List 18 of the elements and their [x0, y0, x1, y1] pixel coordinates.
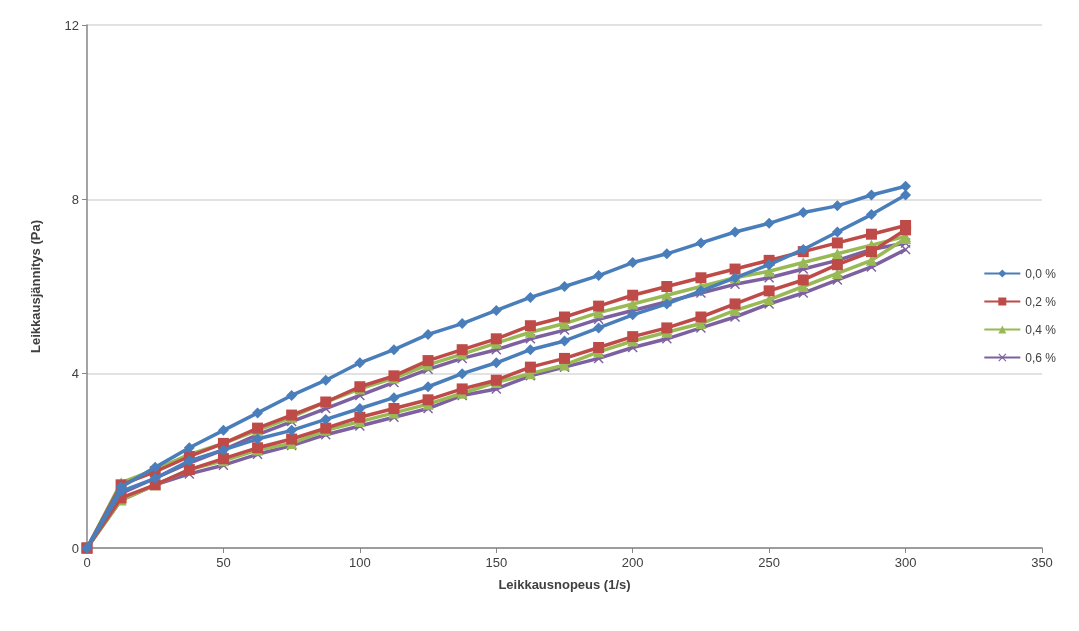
- y-tick-label: 4: [71, 366, 79, 382]
- x-axis-title: Leikkausnopeus (1/s): [498, 577, 631, 592]
- x-tick-label: 150: [485, 555, 508, 570]
- x-tick-label: 300: [894, 555, 917, 570]
- x-tick-label: 350: [1031, 555, 1053, 570]
- y-tick-label: 8: [71, 191, 79, 207]
- y-tick-label: 0: [71, 540, 79, 556]
- legend-label: 0,2 %: [1025, 294, 1057, 309]
- x-tick-label: 250: [758, 555, 780, 570]
- x-tick-label: 200: [621, 555, 644, 570]
- y-axis-title: Leikkausjännitys (Pa): [28, 220, 43, 353]
- x-tick-label: 100: [349, 555, 371, 570]
- x-tick-label: 0: [83, 555, 91, 570]
- legend-label: 0,4 %: [1025, 322, 1057, 337]
- x-tick-label: 50: [216, 555, 231, 570]
- legend-label: 0,6 %: [1025, 350, 1057, 365]
- legend-label: 0,0 %: [1025, 266, 1057, 281]
- y-tick-label: 12: [64, 17, 79, 33]
